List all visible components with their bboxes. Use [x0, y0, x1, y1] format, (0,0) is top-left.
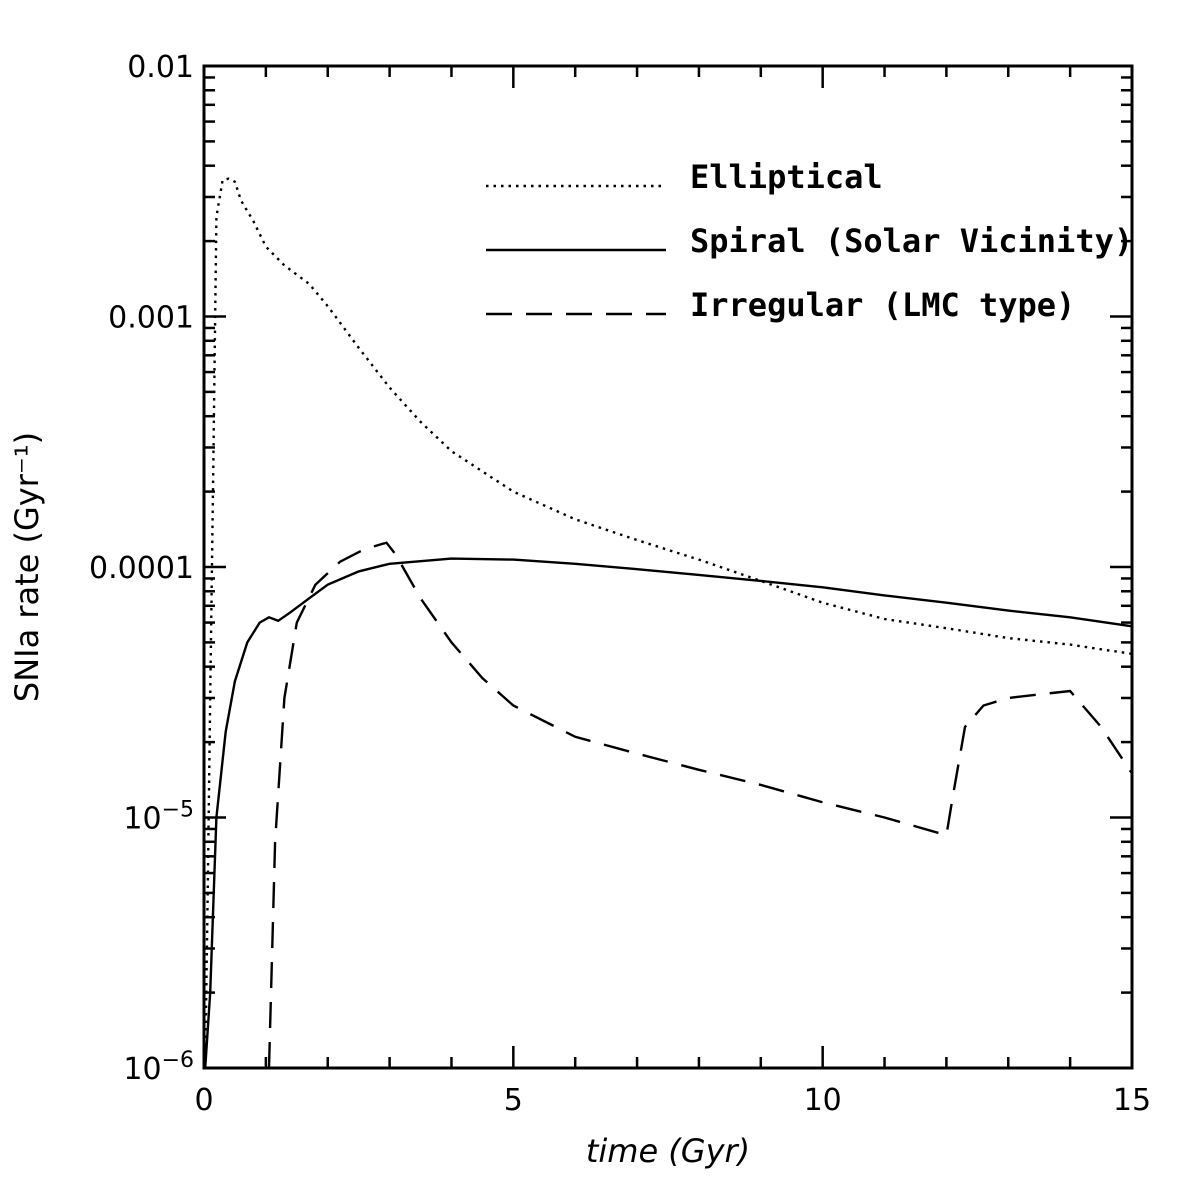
tick-labels: 0 5 10 15 10−6 10−5 0.0001 0.001 0.01: [89, 50, 1151, 1118]
legend-label: Elliptical: [690, 158, 883, 196]
plot-frame: [202, 64, 1134, 1070]
series-line-3: [267, 541, 1133, 1069]
x-tick-label: 10: [804, 1083, 842, 1118]
legend-label: Irregular (LMC type): [690, 286, 1075, 324]
x-tick-label: 15: [1113, 1083, 1151, 1118]
legend: Elliptical Spiral (Solar Vicinity) Irregul…: [486, 158, 1133, 324]
y-tick-label: 10−5: [123, 798, 194, 837]
x-axis-label: time (Gyr): [586, 1132, 750, 1170]
y-tick-label: 10−6: [123, 1048, 194, 1087]
series-lines: [204, 177, 1133, 1069]
x-tick-label: 5: [504, 1083, 523, 1118]
series-line-2: [204, 557, 1133, 1069]
legend-label: Spiral (Solar Vicinity): [690, 222, 1133, 260]
series-line-1: [204, 177, 1133, 1069]
x-tick-label: 0: [194, 1083, 213, 1118]
axis-ticks: [202, 66, 1134, 1070]
y-tick-label: 0.01: [127, 50, 194, 85]
y-axis-label: SNIa rate (Gyr⁻¹): [8, 432, 46, 702]
y-tick-label: 0.0001: [89, 551, 194, 586]
y-tick-label: 0.001: [108, 301, 194, 336]
